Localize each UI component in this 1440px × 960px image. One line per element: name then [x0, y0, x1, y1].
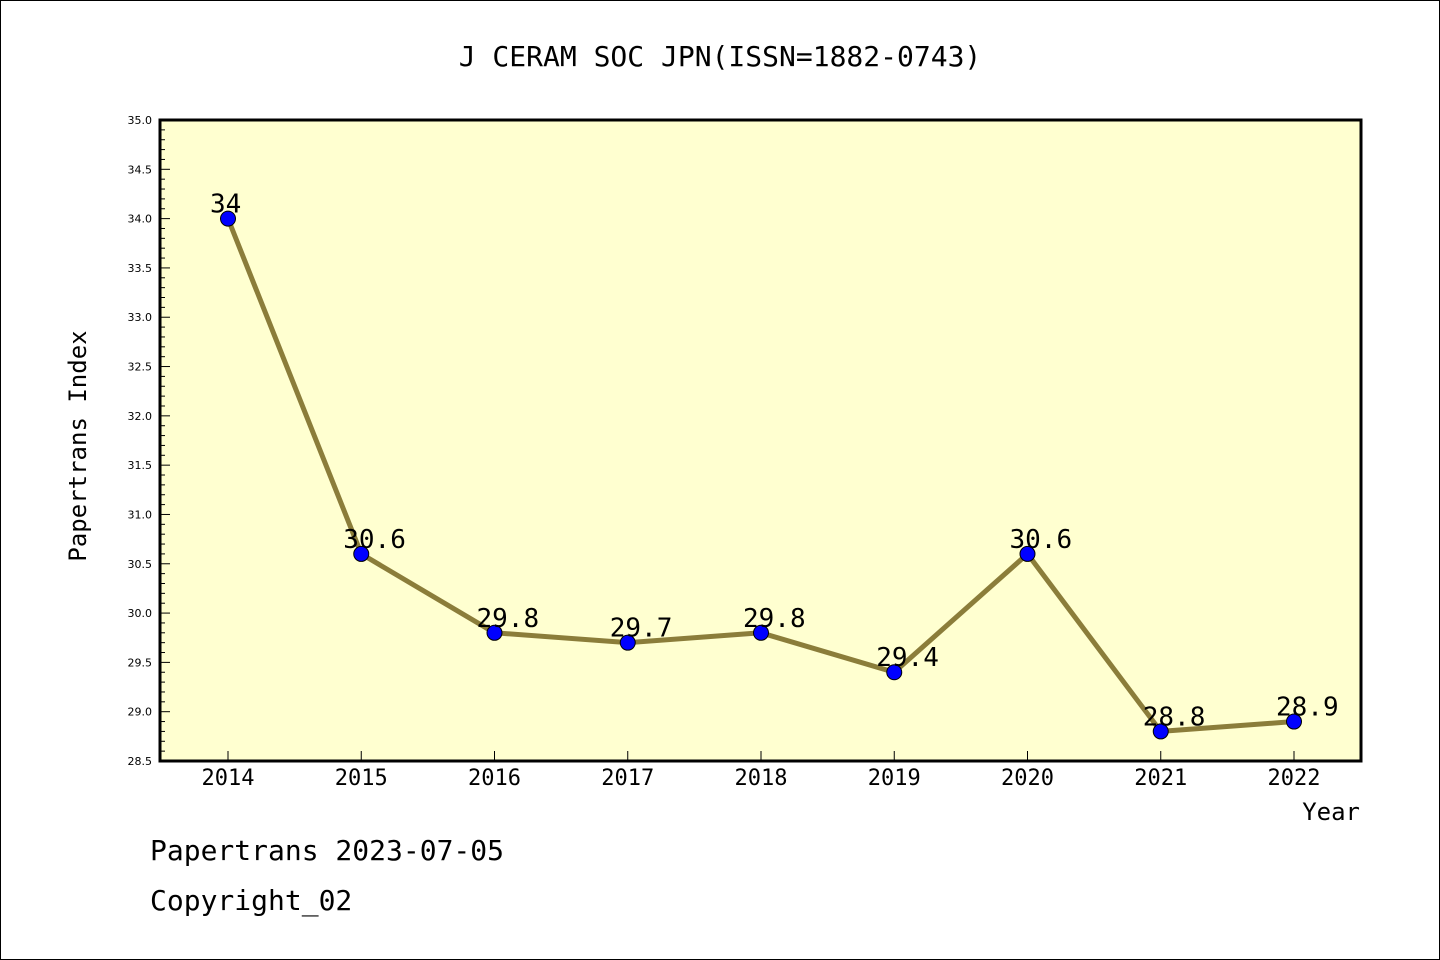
- data-point: [1152, 723, 1169, 740]
- chart-title: J CERAM SOC JPN(ISSN=1882-0743): [459, 40, 982, 73]
- data-point: [619, 634, 636, 651]
- y-tick-label: 30.0: [128, 607, 153, 620]
- y-tick-label: 35.0: [128, 114, 153, 127]
- x-tick-label: 2016: [468, 766, 521, 791]
- x-axis: 2014 2015 2016 2017 2018 2019 2020 2021 2022: [202, 751, 1321, 791]
- data-point: [486, 624, 503, 641]
- data-label: 34: [210, 190, 241, 220]
- data-point: [886, 664, 903, 681]
- x-tick-label: 2022: [1268, 766, 1321, 791]
- y-tick-label: 32.0: [128, 410, 153, 423]
- x-tick-label: 2015: [335, 766, 388, 791]
- x-tick-label: 2018: [735, 766, 788, 791]
- data-point: [353, 545, 370, 562]
- y-tick-label: 34.0: [128, 213, 153, 226]
- y-tick-label: 30.5: [128, 558, 153, 571]
- y-tick-label: 31.5: [128, 459, 153, 472]
- x-tick-label: 2020: [1001, 766, 1054, 791]
- x-tick-label: 2014: [202, 766, 255, 791]
- x-tick-label: 2019: [868, 766, 921, 791]
- footer-date: Papertrans 2023-07-05: [150, 834, 505, 867]
- y-tick-label: 29.5: [128, 656, 153, 669]
- data-point: [753, 624, 769, 641]
- y-tick-label: 29.0: [128, 706, 153, 719]
- data-label: 29.7: [610, 614, 673, 644]
- data-label: 28.8: [1143, 702, 1206, 732]
- y-tick-label: 33.5: [128, 262, 153, 275]
- data-label: 28.9: [1276, 693, 1339, 723]
- y-tick-label: 28.5: [128, 755, 153, 768]
- x-tick-label: 2021: [1134, 766, 1187, 791]
- x-axis-label: Year: [1302, 798, 1360, 826]
- y-tick-label: 32.5: [128, 361, 153, 374]
- plot-area: [158, 118, 1363, 763]
- y-tick-label: 34.5: [128, 163, 153, 176]
- footer-copyright: Copyright_02: [150, 884, 353, 917]
- y-tick-label: 33.0: [128, 311, 153, 324]
- data-point: [1019, 545, 1036, 562]
- data-label: 29.8: [477, 604, 540, 634]
- y-axis-label: Papertrans Index: [64, 330, 92, 561]
- y-axis: 28.5 29.0 29.5 30.0 30.5 31.0 31.5 32.0 32.5 33.0…: [128, 114, 170, 768]
- data-label: 29.8: [743, 604, 806, 634]
- y-tick-label: 31.0: [128, 508, 153, 521]
- data-point: [220, 210, 236, 227]
- data-label: 30.6: [343, 525, 406, 555]
- data-point: [1286, 713, 1302, 730]
- data-label: 29.4: [876, 643, 939, 673]
- series-layer: 34 30.6 29.8 29.7 29.8 29.4 30.6 28.8 28.9: [210, 190, 1339, 740]
- data-label: 30.6: [1010, 525, 1073, 555]
- x-tick-label: 2017: [601, 766, 654, 791]
